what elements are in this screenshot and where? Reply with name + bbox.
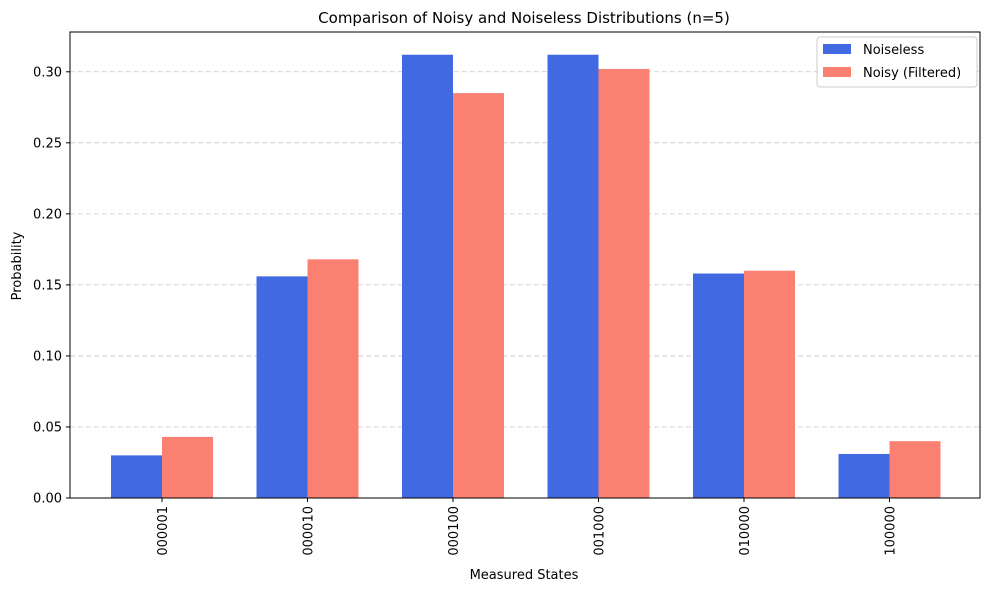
bar-noiseless-000001 [111,455,162,498]
y-tick-label: 0.10 [33,349,62,364]
legend-swatch-noiseless [823,44,851,54]
bar-noisy-010000 [744,270,795,498]
bar-noiseless-000100 [402,54,453,498]
legend: Noiseless Noisy (Filtered) [816,36,978,88]
bar-noisy-001000 [598,68,650,498]
chart-title: Comparison of Noisy and Noiseless Distri… [318,9,730,27]
x-tick-label: 000010 [302,506,317,556]
gridlines [70,71,980,499]
x-tick-label: 000100 [447,506,462,556]
bar-noisy-000010 [307,259,359,498]
y-tick-label: 0.30 [33,65,62,80]
x-tick-label: 010000 [738,506,753,556]
bar-noiseless-000010 [256,276,308,498]
legend-label-noisy: Noisy (Filtered) [863,66,961,81]
y-tick-label: 0.00 [33,492,62,507]
x-tick-label: 001000 [593,506,608,556]
y-tick-label: 0.20 [33,207,62,222]
legend-label-noiseless: Noiseless [863,43,924,58]
bar-noiseless-100000 [838,453,890,498]
y-tick-label: 0.05 [33,420,62,435]
bar-noisy-000001 [162,436,213,498]
plot-frame [69,31,981,499]
y-tick-label: 0.25 [33,136,62,151]
bar-noisy-100000 [889,441,941,498]
bars [111,54,941,498]
y-axis: 0.00 0.05 0.10 0.15 0.20 0.25 0.30 [33,65,70,507]
legend-box [816,36,978,88]
x-tick-label: 000001 [156,506,171,556]
bar-noiseless-001000 [547,54,599,498]
x-axis-label: Measured States [470,568,579,583]
legend-swatch-noisy [823,67,851,77]
bar-noisy-000100 [453,93,504,498]
x-tick-label: 100000 [884,506,899,556]
y-axis-label: Probability [10,231,25,300]
bar-noiseless-010000 [693,273,744,498]
x-axis: 000001 000010 000100 001000 010000 100000 [156,498,899,556]
y-tick-label: 0.15 [33,278,62,293]
